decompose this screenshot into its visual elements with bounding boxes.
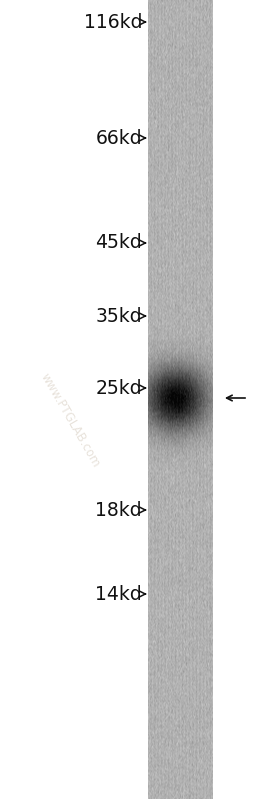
Text: 35kd: 35kd: [95, 307, 142, 325]
Text: 66kd: 66kd: [95, 129, 142, 148]
Text: 18kd: 18kd: [95, 500, 142, 519]
Text: 14kd: 14kd: [95, 585, 142, 603]
Text: 116kd: 116kd: [83, 13, 142, 31]
Text: www.PTGLAB.com: www.PTGLAB.com: [38, 371, 102, 469]
Text: 45kd: 45kd: [95, 233, 142, 252]
Text: 25kd: 25kd: [95, 379, 142, 397]
